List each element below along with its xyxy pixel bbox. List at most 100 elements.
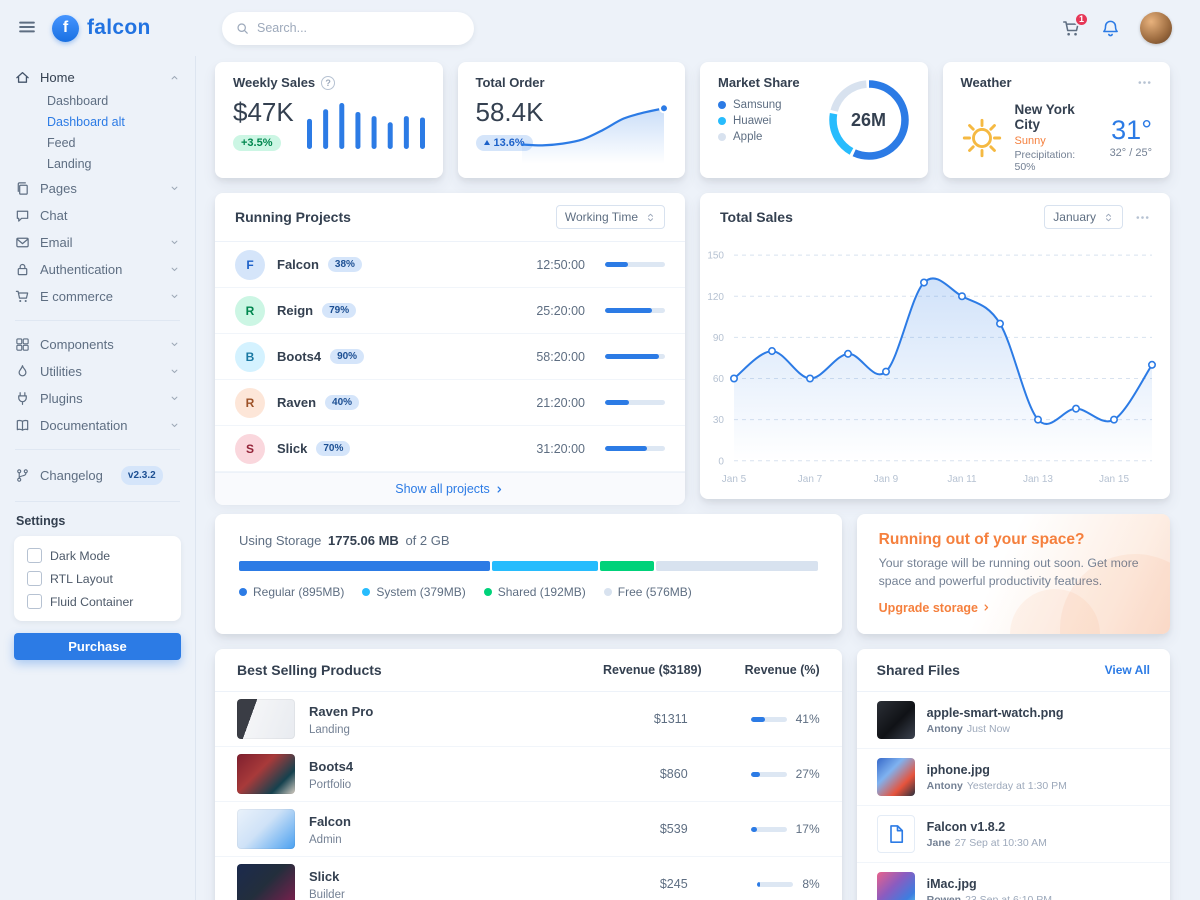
select-caret-icon: [1103, 212, 1114, 223]
search-input[interactable]: [257, 21, 460, 35]
revenue-column-header: Revenue ($3189): [602, 663, 702, 677]
chevron-icon: [169, 393, 180, 404]
plug-icon: [15, 391, 30, 406]
sidebar-item[interactable]: Pages: [0, 175, 195, 202]
revenue-progress-bar: [750, 826, 787, 832]
sidebar-item[interactable]: Feed: [47, 136, 76, 150]
total-sales-title: Total Sales: [720, 209, 793, 225]
chevron-icon: [169, 183, 180, 194]
sidebar-item[interactable]: Email: [0, 229, 195, 256]
settings-checkbox[interactable]: [27, 571, 42, 586]
svg-text:Jan 5: Jan 5: [722, 474, 747, 485]
file-name[interactable]: iMac.jpg: [926, 876, 977, 891]
settings-option-row[interactable]: RTL Layout: [27, 571, 168, 586]
file-name[interactable]: apple-smart-watch.png: [926, 705, 1064, 720]
settings-option-label: RTL Layout: [50, 571, 113, 586]
svg-text:120: 120: [707, 292, 724, 303]
sidebar-item[interactable]: E commerce: [0, 283, 195, 310]
view-all-link[interactable]: View All: [1104, 663, 1150, 677]
sidebar-item[interactable]: Documentation: [0, 412, 195, 439]
settings-option-row[interactable]: Fluid Container: [27, 594, 168, 609]
project-name[interactable]: Slick: [277, 441, 308, 456]
help-icon[interactable]: ?: [321, 75, 336, 90]
file-row: apple-smart-watch.png Antony Just Now: [857, 692, 1170, 748]
best-selling-card: Best Selling Products Revenue ($3189) Re…: [215, 649, 842, 900]
project-progress-bar: [605, 354, 665, 359]
sidebar-item[interactable]: Components: [0, 331, 195, 358]
purchase-button[interactable]: Purchase: [14, 633, 181, 660]
product-name[interactable]: Boots4: [309, 758, 354, 774]
cart-icon: [15, 289, 30, 304]
weather-range: 32° / 25°: [1109, 147, 1152, 160]
sidebar-item[interactable]: Utilities: [0, 358, 195, 385]
storage-segment: [239, 561, 490, 571]
sidebar-item[interactable]: Chat: [0, 202, 195, 229]
sidebar-item[interactable]: Plugins: [0, 385, 195, 412]
project-name[interactable]: Reign: [277, 303, 314, 318]
cart-button[interactable]: 1: [1062, 11, 1089, 38]
chevron-icon: [169, 420, 180, 431]
legend-dot-icon: [718, 133, 726, 141]
project-name[interactable]: Falcon: [277, 257, 319, 272]
product-revenue: $539: [659, 822, 688, 836]
search-box[interactable]: [222, 11, 474, 45]
project-list: F Falcon 38% 12:50:00 R: [215, 242, 685, 472]
product-name[interactable]: Slick: [309, 868, 340, 884]
project-name[interactable]: Boots4: [277, 349, 322, 364]
sidebar-item[interactable]: Landing: [47, 157, 92, 171]
card-menu-icon[interactable]: [1137, 75, 1152, 90]
best-selling-title: Best Selling Products: [237, 662, 382, 678]
total-sales-line-chart: 0 30 60 90 120 150 Jan 5 Jan 7 Jan 9 Jan 11 Jan 13…: [707, 251, 1156, 485]
running-projects-title: Running Projects: [235, 209, 351, 225]
working-time-select[interactable]: Working Time: [555, 205, 665, 229]
file-name[interactable]: iphone.jpg: [926, 762, 990, 777]
product-name[interactable]: Raven Pro: [309, 703, 374, 719]
product-name[interactable]: Falcon: [309, 813, 351, 829]
notifications-bell-icon[interactable]: [1101, 19, 1120, 38]
chevron-icon: [169, 72, 180, 83]
storage-used-value: 1775.06 MB: [328, 533, 399, 548]
project-avatar: S: [235, 433, 265, 464]
storage-row: Using Storage 1775.06 MB of 2 GB Regular…: [215, 514, 1170, 634]
file-thumbnail: [876, 758, 915, 796]
chevron-icon: [169, 237, 180, 248]
project-progress-badge: 38%: [327, 257, 362, 272]
stats-row: Weekly Sales ? $47K +3.5% Total: [215, 62, 1170, 178]
file-thumbnail: [876, 701, 915, 739]
brand-logo[interactable]: f falcon: [52, 14, 151, 42]
settings-checkbox[interactable]: [27, 594, 42, 609]
legend-item: Apple: [718, 131, 910, 143]
select-caret-icon: [645, 212, 656, 223]
settings-card: Dark Mode RTL Layout Fluid Container: [14, 536, 181, 621]
menu-toggle-button[interactable]: [16, 17, 38, 39]
revenue-percent: 17%: [795, 822, 820, 836]
product-revenue: $245: [659, 877, 688, 891]
svg-text:Jan 15: Jan 15: [1099, 474, 1129, 485]
product-category: Builder: [309, 888, 345, 900]
file-name[interactable]: Falcon v1.8.2: [926, 819, 1006, 834]
shared-files-title: Shared Files: [876, 662, 960, 678]
sidebar-item[interactable]: Dashboard alt: [47, 115, 125, 129]
project-name[interactable]: Raven: [277, 395, 317, 410]
settings-checkbox[interactable]: [27, 548, 42, 563]
card-menu-icon[interactable]: [1135, 210, 1150, 225]
market-share-title: Market Share: [718, 75, 800, 90]
sidebar-item[interactable]: Authentication: [0, 256, 195, 283]
chevron-icon: [169, 366, 180, 377]
project-time: 25:20:00: [536, 303, 585, 318]
chevron-icon: [169, 264, 180, 275]
sidebar-item[interactable]: Home: [0, 64, 195, 91]
month-select[interactable]: January: [1044, 205, 1123, 229]
show-all-projects-link[interactable]: Show all projects: [215, 472, 685, 505]
sidebar-item[interactable]: Dashboard: [47, 94, 109, 108]
settings-option-row[interactable]: Dark Mode: [27, 548, 168, 563]
total-order-card: Total Order 58.4K 13.6%: [457, 62, 685, 178]
email-icon: [15, 235, 30, 250]
upgrade-storage-link[interactable]: Upgrade storage: [879, 601, 1148, 615]
product-row: Falcon Admin $539 17%: [215, 802, 842, 857]
topbar: f falcon 1: [0, 0, 1200, 56]
user-avatar[interactable]: [1140, 12, 1172, 44]
products-files-row: Best Selling Products Revenue ($3189) Re…: [215, 649, 1170, 900]
sidebar-item[interactable]: Changelog v2.3.2: [0, 460, 195, 491]
